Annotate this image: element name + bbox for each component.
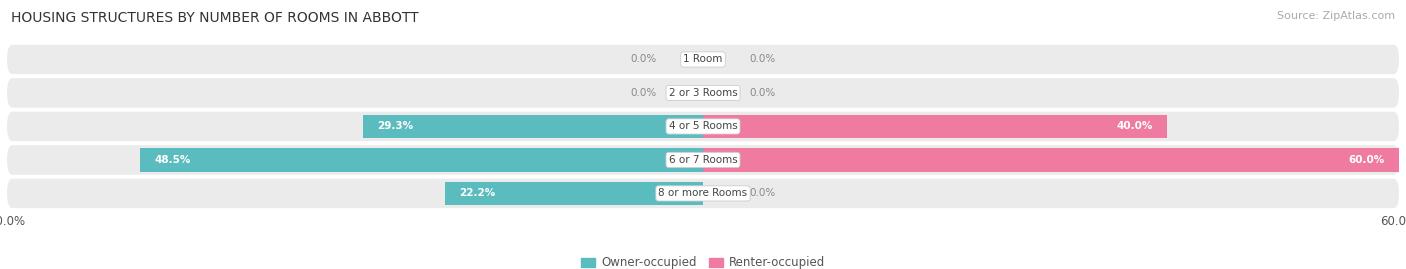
FancyBboxPatch shape (7, 78, 1399, 108)
Text: 0.0%: 0.0% (630, 88, 657, 98)
Text: Source: ZipAtlas.com: Source: ZipAtlas.com (1277, 11, 1395, 21)
Text: 2 or 3 Rooms: 2 or 3 Rooms (669, 88, 737, 98)
Text: 29.3%: 29.3% (377, 121, 413, 132)
Text: 0.0%: 0.0% (749, 54, 776, 65)
Bar (141, 148, 703, 172)
Bar (703, 148, 1399, 172)
Bar (703, 115, 1167, 138)
Text: 60.0%: 60.0% (1348, 155, 1385, 165)
FancyBboxPatch shape (7, 145, 1399, 175)
Bar (363, 115, 703, 138)
Text: HOUSING STRUCTURES BY NUMBER OF ROOMS IN ABBOTT: HOUSING STRUCTURES BY NUMBER OF ROOMS IN… (11, 11, 419, 25)
Bar (446, 182, 703, 205)
FancyBboxPatch shape (7, 112, 1399, 141)
FancyBboxPatch shape (7, 45, 1399, 74)
Text: 0.0%: 0.0% (749, 188, 776, 199)
Text: 4 or 5 Rooms: 4 or 5 Rooms (669, 121, 737, 132)
Text: 6 or 7 Rooms: 6 or 7 Rooms (669, 155, 737, 165)
Text: 40.0%: 40.0% (1116, 121, 1153, 132)
Text: 0.0%: 0.0% (630, 54, 657, 65)
Legend: Owner-occupied, Renter-occupied: Owner-occupied, Renter-occupied (576, 252, 830, 269)
Text: 48.5%: 48.5% (155, 155, 191, 165)
Text: 8 or more Rooms: 8 or more Rooms (658, 188, 748, 199)
Text: 0.0%: 0.0% (749, 88, 776, 98)
Text: 1 Room: 1 Room (683, 54, 723, 65)
Text: 22.2%: 22.2% (460, 188, 496, 199)
FancyBboxPatch shape (7, 179, 1399, 208)
